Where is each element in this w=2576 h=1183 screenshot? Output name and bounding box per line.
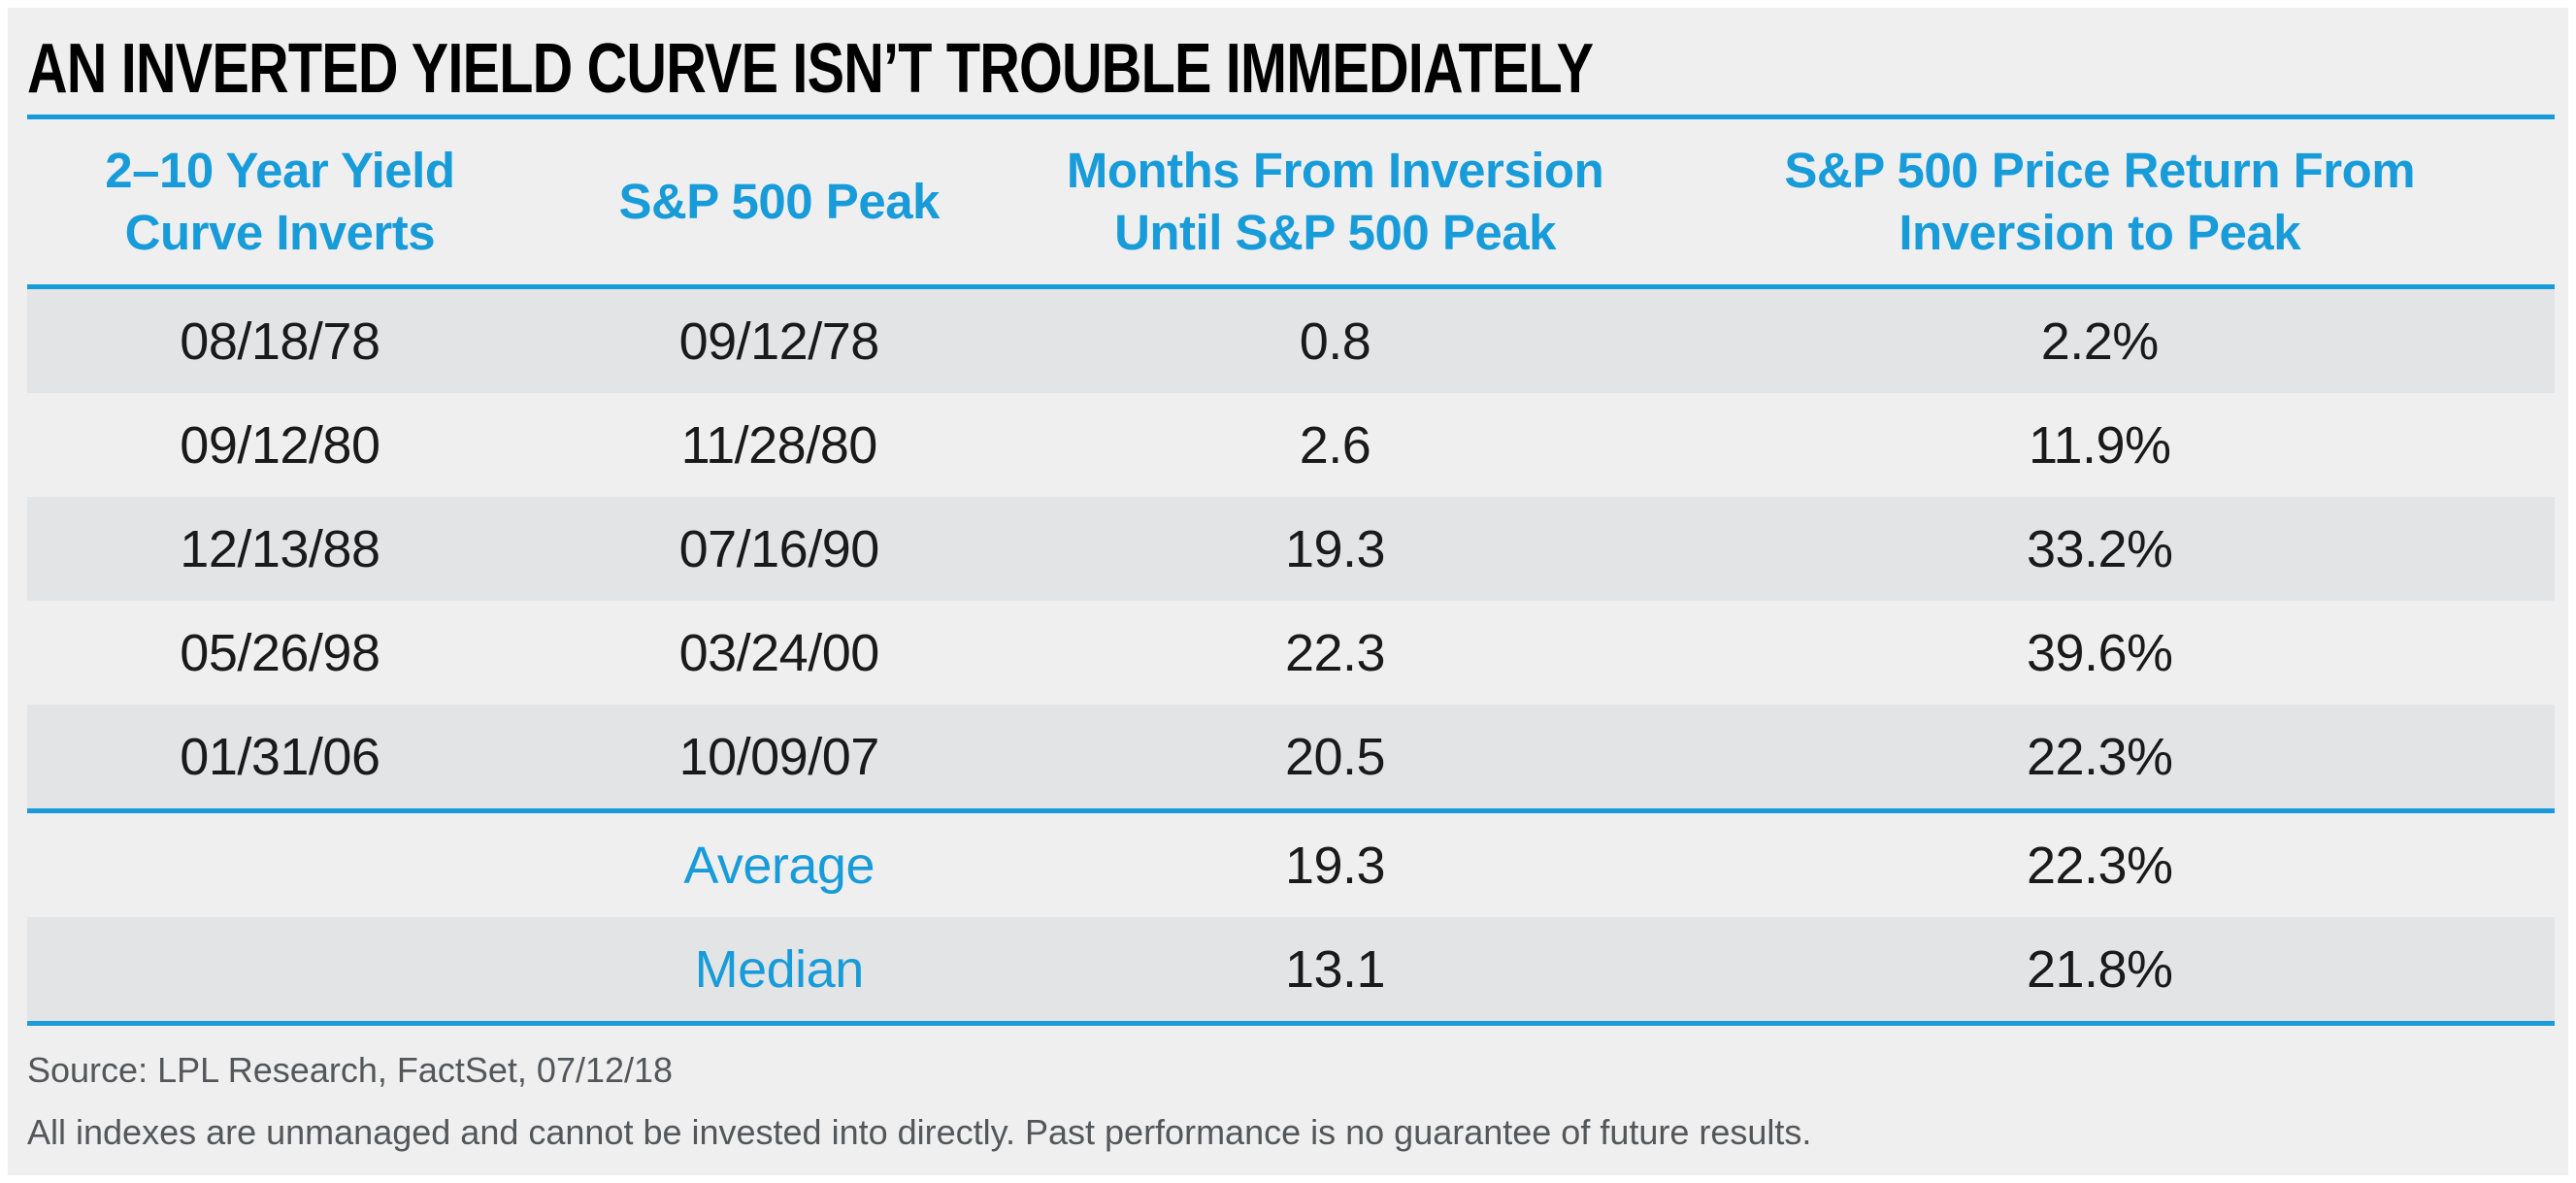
cell-sp500-peak: 07/16/90 xyxy=(678,519,880,578)
table-row: 12/13/88 07/16/90 19.3 33.2% xyxy=(27,497,2555,601)
column-header-yield-curve-inverts: 2–10 Year Yield Curve Inverts xyxy=(105,143,455,260)
column-header-sp500-peak: S&P 500 Peak xyxy=(618,174,940,229)
cell-inversion-date: 05/26/98 xyxy=(180,623,380,682)
page-title: AN INVERTED YIELD CURVE ISN’T TROUBLE IM… xyxy=(27,8,2555,115)
summary-row-median: Median 13.1 21.8% xyxy=(27,917,2555,1021)
cell-return: 22.3% xyxy=(2026,727,2173,786)
cell-months: 20.5 xyxy=(1284,727,1386,786)
table-body: 08/18/78 09/12/78 0.8 2.2% 09/12/80 11/2… xyxy=(27,289,2555,808)
table-row: 01/31/06 10/09/07 20.5 22.3% xyxy=(27,705,2555,808)
column-header-price-return: S&P 500 Price Return From Inversion to P… xyxy=(1784,143,2416,260)
table-row: 08/18/78 09/12/78 0.8 2.2% xyxy=(27,289,2555,393)
summary-months-average: 19.3 xyxy=(1284,836,1386,895)
cell-months: 2.6 xyxy=(1299,415,1371,475)
table-row: 05/26/98 03/24/00 22.3 39.6% xyxy=(27,601,2555,705)
source-text: Source: LPL Research, FactSet, 07/12/18 xyxy=(27,1050,674,1090)
disclaimer-text: All indexes are unmanaged and cannot be … xyxy=(27,1112,1812,1152)
summary-row-average: Average 19.3 22.3% xyxy=(27,813,2555,917)
summary-label-median: Median xyxy=(694,939,865,999)
divider-under-header xyxy=(27,284,2555,289)
cell-months: 19.3 xyxy=(1284,519,1386,578)
cell-sp500-peak: 11/28/80 xyxy=(680,415,878,475)
divider-above-summary xyxy=(27,808,2555,813)
cell-return: 33.2% xyxy=(2026,519,2173,578)
page-title-text: AN INVERTED YIELD CURVE ISN’T TROUBLE IM… xyxy=(27,30,1594,108)
cell-sp500-peak: 03/24/00 xyxy=(678,623,880,682)
divider-under-title xyxy=(27,115,2555,119)
cell-inversion-date: 01/31/06 xyxy=(180,727,380,786)
column-header-months-from-inversion: Months From Inversion Until S&P 500 Peak xyxy=(1066,143,1604,260)
cell-sp500-peak: 10/09/07 xyxy=(678,727,880,786)
cell-inversion-date: 08/18/78 xyxy=(180,312,380,371)
cell-inversion-date: 12/13/88 xyxy=(180,519,380,578)
cell-inversion-date: 09/12/80 xyxy=(180,415,380,475)
cell-return: 39.6% xyxy=(2026,623,2173,682)
cell-months: 0.8 xyxy=(1299,312,1371,371)
summary-label-average: Average xyxy=(683,836,875,895)
summary-return-median: 21.8% xyxy=(2026,939,2173,999)
footer-notes: Source: LPL Research, FactSet, 07/12/18 … xyxy=(27,1026,2555,1154)
summary-return-average: 22.3% xyxy=(2026,836,2173,895)
divider-bottom xyxy=(27,1021,2555,1026)
cell-return: 2.2% xyxy=(2040,312,2160,371)
table-row: 09/12/80 11/28/80 2.6 11.9% xyxy=(27,393,2555,497)
chart-card: AN INVERTED YIELD CURVE ISN’T TROUBLE IM… xyxy=(8,8,2568,1175)
table-header-row: 2–10 Year Yield Curve Inverts S&P 500 Pe… xyxy=(27,119,2555,284)
cell-months: 22.3 xyxy=(1284,623,1386,682)
cell-sp500-peak: 09/12/78 xyxy=(678,312,880,371)
cell-return: 11.9% xyxy=(2028,415,2171,475)
summary-months-median: 13.1 xyxy=(1284,939,1386,999)
